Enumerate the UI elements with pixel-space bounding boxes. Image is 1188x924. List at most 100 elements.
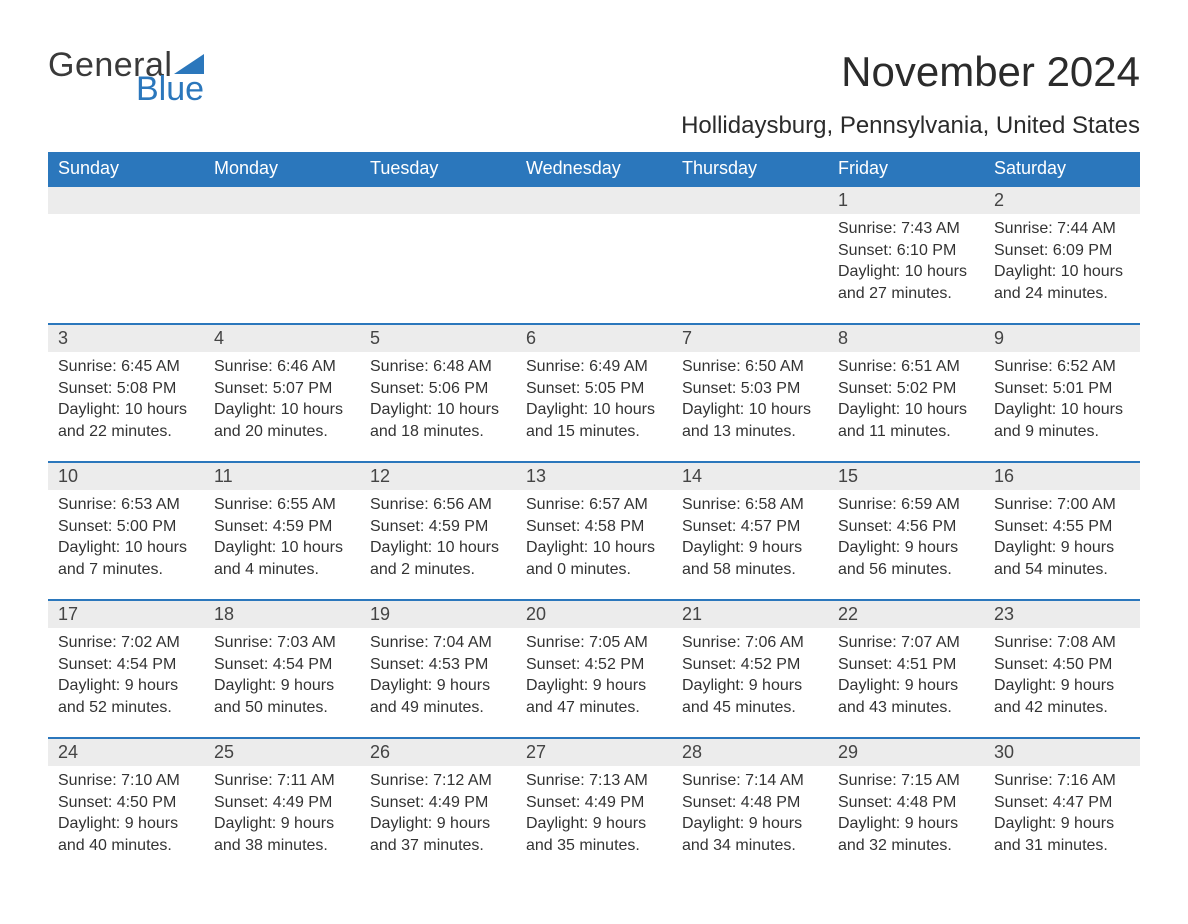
day-details: Sunrise: 6:57 AMSunset: 4:58 PMDaylight:… [516, 490, 672, 590]
sunset-line: Sunset: 4:59 PM [214, 516, 350, 538]
day-details: Sunrise: 7:11 AMSunset: 4:49 PMDaylight:… [204, 766, 360, 866]
daylight-line: Daylight: 10 hours and 7 minutes. [58, 537, 194, 580]
day-number: 13 [516, 463, 672, 490]
daylight-line: Daylight: 9 hours and 40 minutes. [58, 813, 194, 856]
sunset-line: Sunset: 4:54 PM [58, 654, 194, 676]
sunset-line: Sunset: 4:49 PM [526, 792, 662, 814]
weekday-header: Friday [828, 152, 984, 186]
day-number-empty [516, 187, 672, 214]
calendar-cell: 16Sunrise: 7:00 AMSunset: 4:55 PMDayligh… [984, 462, 1140, 600]
day-details: Sunrise: 7:02 AMSunset: 4:54 PMDaylight:… [48, 628, 204, 728]
sunrise-line: Sunrise: 7:43 AM [838, 218, 974, 240]
sunset-line: Sunset: 4:58 PM [526, 516, 662, 538]
daylight-line: Daylight: 10 hours and 24 minutes. [994, 261, 1130, 304]
sunset-line: Sunset: 6:09 PM [994, 240, 1130, 262]
sunrise-line: Sunrise: 7:15 AM [838, 770, 974, 792]
calendar-cell: 15Sunrise: 6:59 AMSunset: 4:56 PMDayligh… [828, 462, 984, 600]
sunrise-line: Sunrise: 7:03 AM [214, 632, 350, 654]
day-details: Sunrise: 7:05 AMSunset: 4:52 PMDaylight:… [516, 628, 672, 728]
day-details: Sunrise: 7:15 AMSunset: 4:48 PMDaylight:… [828, 766, 984, 866]
sunrise-line: Sunrise: 6:46 AM [214, 356, 350, 378]
daylight-line: Daylight: 10 hours and 2 minutes. [370, 537, 506, 580]
day-number: 18 [204, 601, 360, 628]
sunset-line: Sunset: 5:08 PM [58, 378, 194, 400]
calendar-cell [360, 186, 516, 324]
daylight-line: Daylight: 9 hours and 47 minutes. [526, 675, 662, 718]
day-number: 11 [204, 463, 360, 490]
sunrise-line: Sunrise: 7:12 AM [370, 770, 506, 792]
sunrise-line: Sunrise: 6:51 AM [838, 356, 974, 378]
weekday-header: Thursday [672, 152, 828, 186]
sunset-line: Sunset: 4:50 PM [58, 792, 194, 814]
day-details: Sunrise: 7:08 AMSunset: 4:50 PMDaylight:… [984, 628, 1140, 728]
sunrise-line: Sunrise: 6:58 AM [682, 494, 818, 516]
day-number: 19 [360, 601, 516, 628]
sunrise-line: Sunrise: 6:48 AM [370, 356, 506, 378]
day-number: 7 [672, 325, 828, 352]
calendar-cell: 30Sunrise: 7:16 AMSunset: 4:47 PMDayligh… [984, 738, 1140, 876]
day-number: 14 [672, 463, 828, 490]
daylight-line: Daylight: 9 hours and 43 minutes. [838, 675, 974, 718]
calendar-cell: 4Sunrise: 6:46 AMSunset: 5:07 PMDaylight… [204, 324, 360, 462]
daylight-line: Daylight: 10 hours and 0 minutes. [526, 537, 662, 580]
calendar-cell [48, 186, 204, 324]
daylight-line: Daylight: 9 hours and 56 minutes. [838, 537, 974, 580]
weekday-header: Saturday [984, 152, 1140, 186]
calendar-cell [672, 186, 828, 324]
calendar-cell: 17Sunrise: 7:02 AMSunset: 4:54 PMDayligh… [48, 600, 204, 738]
day-number-empty [204, 187, 360, 214]
calendar-cell: 1Sunrise: 7:43 AMSunset: 6:10 PMDaylight… [828, 186, 984, 324]
calendar-week-row: 1Sunrise: 7:43 AMSunset: 6:10 PMDaylight… [48, 186, 1140, 324]
calendar-week-row: 24Sunrise: 7:10 AMSunset: 4:50 PMDayligh… [48, 738, 1140, 876]
daylight-line: Daylight: 9 hours and 45 minutes. [682, 675, 818, 718]
day-details: Sunrise: 7:16 AMSunset: 4:47 PMDaylight:… [984, 766, 1140, 866]
sunrise-line: Sunrise: 6:53 AM [58, 494, 194, 516]
calendar-cell: 23Sunrise: 7:08 AMSunset: 4:50 PMDayligh… [984, 600, 1140, 738]
day-number: 4 [204, 325, 360, 352]
sunset-line: Sunset: 4:52 PM [682, 654, 818, 676]
day-number: 17 [48, 601, 204, 628]
daylight-line: Daylight: 9 hours and 34 minutes. [682, 813, 818, 856]
day-number: 20 [516, 601, 672, 628]
sunrise-line: Sunrise: 7:05 AM [526, 632, 662, 654]
sunrise-line: Sunrise: 7:10 AM [58, 770, 194, 792]
calendar-cell: 21Sunrise: 7:06 AMSunset: 4:52 PMDayligh… [672, 600, 828, 738]
sunset-line: Sunset: 5:02 PM [838, 378, 974, 400]
day-number: 8 [828, 325, 984, 352]
sunrise-line: Sunrise: 6:45 AM [58, 356, 194, 378]
day-details: Sunrise: 7:03 AMSunset: 4:54 PMDaylight:… [204, 628, 360, 728]
sunrise-line: Sunrise: 7:08 AM [994, 632, 1130, 654]
location-subtitle: Hollidaysburg, Pennsylvania, United Stat… [48, 112, 1140, 140]
daylight-line: Daylight: 9 hours and 38 minutes. [214, 813, 350, 856]
calendar-cell: 18Sunrise: 7:03 AMSunset: 4:54 PMDayligh… [204, 600, 360, 738]
day-number: 29 [828, 739, 984, 766]
calendar-cell [516, 186, 672, 324]
day-number: 27 [516, 739, 672, 766]
sunset-line: Sunset: 5:03 PM [682, 378, 818, 400]
sunset-line: Sunset: 4:52 PM [526, 654, 662, 676]
day-number: 6 [516, 325, 672, 352]
day-details: Sunrise: 6:50 AMSunset: 5:03 PMDaylight:… [672, 352, 828, 452]
calendar-week-row: 10Sunrise: 6:53 AMSunset: 5:00 PMDayligh… [48, 462, 1140, 600]
day-details: Sunrise: 6:55 AMSunset: 4:59 PMDaylight:… [204, 490, 360, 590]
calendar-cell: 25Sunrise: 7:11 AMSunset: 4:49 PMDayligh… [204, 738, 360, 876]
sunrise-line: Sunrise: 7:11 AM [214, 770, 350, 792]
calendar-cell: 9Sunrise: 6:52 AMSunset: 5:01 PMDaylight… [984, 324, 1140, 462]
daylight-line: Daylight: 10 hours and 27 minutes. [838, 261, 974, 304]
day-number: 9 [984, 325, 1140, 352]
calendar-cell: 10Sunrise: 6:53 AMSunset: 5:00 PMDayligh… [48, 462, 204, 600]
daylight-line: Daylight: 9 hours and 37 minutes. [370, 813, 506, 856]
weekday-header: Sunday [48, 152, 204, 186]
calendar-cell: 14Sunrise: 6:58 AMSunset: 4:57 PMDayligh… [672, 462, 828, 600]
sunrise-line: Sunrise: 7:16 AM [994, 770, 1130, 792]
daylight-line: Daylight: 10 hours and 9 minutes. [994, 399, 1130, 442]
weekday-header: Tuesday [360, 152, 516, 186]
calendar-cell: 5Sunrise: 6:48 AMSunset: 5:06 PMDaylight… [360, 324, 516, 462]
sunrise-line: Sunrise: 7:00 AM [994, 494, 1130, 516]
logo-blue-text: Blue [136, 72, 204, 106]
day-details: Sunrise: 7:04 AMSunset: 4:53 PMDaylight:… [360, 628, 516, 728]
daylight-line: Daylight: 9 hours and 35 minutes. [526, 813, 662, 856]
day-details: Sunrise: 7:10 AMSunset: 4:50 PMDaylight:… [48, 766, 204, 866]
daylight-line: Daylight: 10 hours and 22 minutes. [58, 399, 194, 442]
day-details: Sunrise: 7:12 AMSunset: 4:49 PMDaylight:… [360, 766, 516, 866]
